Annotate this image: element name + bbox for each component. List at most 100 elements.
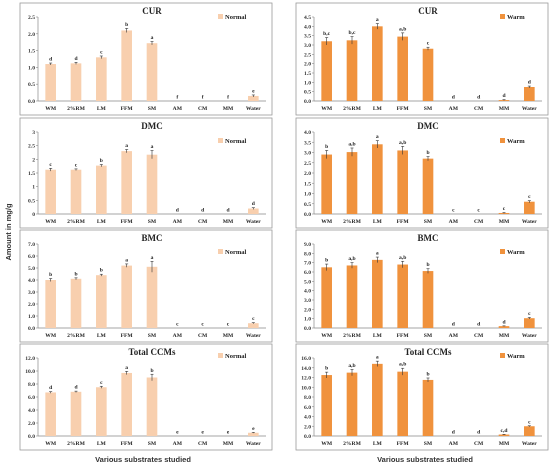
bar-mm: [498, 100, 510, 101]
panel-border: [19, 117, 273, 229]
panel-border: [295, 229, 549, 343]
y-tick-label: 7.0: [304, 261, 311, 267]
significance-letter: b: [100, 268, 103, 274]
significance-letter: b: [100, 158, 103, 164]
bar-wm: [45, 64, 56, 101]
y-tick-label: 0.0: [304, 99, 311, 105]
category-label: CM: [474, 106, 484, 112]
category-label: MM: [499, 219, 510, 225]
legend-swatch: [218, 353, 223, 358]
category-label: LM: [97, 106, 107, 112]
y-tick-label: 5.0: [304, 279, 311, 285]
category-label: 2%RM: [343, 333, 361, 339]
significance-letter: f: [227, 95, 229, 101]
chart-panel-dmc-normal: 0 0.5 1 1.5 2 2.5 3 DMC Normal c WM c 2%RM b LM a FFM a SM…: [19, 117, 273, 229]
significance-letter: b: [325, 144, 328, 150]
significance-letter: a,b: [399, 26, 406, 32]
legend-swatch: [500, 138, 505, 143]
x-axis-label-right: Various substrates studied: [377, 455, 473, 464]
significance-letter: d: [452, 95, 456, 101]
category-label: AM: [449, 333, 459, 339]
significance-letter: c: [528, 194, 531, 200]
category-label: SM: [148, 441, 157, 447]
panel-title: Total CCMs: [405, 347, 452, 357]
significance-letter: a: [125, 257, 128, 263]
category-label: LM: [373, 441, 383, 447]
significance-letter: a: [376, 134, 379, 140]
y-tick-label: 1.5: [304, 181, 311, 187]
category-label: AM: [449, 219, 459, 225]
category-label: MM: [499, 106, 510, 112]
y-tick-label: 0.0: [28, 99, 35, 105]
significance-letter: a,b: [348, 141, 355, 147]
significance-letter: c: [528, 311, 531, 317]
chart-panel-dmc-warm: 0.0 0.5 1.0 1.5 2.0 2.5 3.0 3.5 4.0 DMC Warm b WM a,b…: [295, 117, 549, 229]
y-tick-label: 0.0: [28, 434, 35, 440]
bar-2rm: [346, 372, 358, 436]
y-tick-label: 6.0: [28, 395, 35, 401]
bar-mm: [498, 434, 510, 436]
significance-letter: a: [376, 17, 379, 23]
category-label: FFM: [121, 441, 134, 447]
panel-border: [295, 117, 549, 229]
bar-water: [248, 208, 259, 214]
category-label: Water: [522, 441, 537, 447]
significance-letter: d: [49, 385, 53, 391]
y-tick-label: 6.0: [304, 405, 311, 411]
y-tick-label: 4.0: [304, 24, 311, 30]
y-tick-label: 4.0: [28, 408, 35, 414]
y-tick-label: 4.0: [304, 130, 311, 136]
significance-letter: c: [477, 208, 480, 214]
panel-border: [19, 343, 273, 451]
bar-water: [248, 95, 259, 101]
bar-lm: [96, 57, 107, 101]
category-label: MM: [499, 441, 510, 447]
significance-letter: d: [502, 319, 506, 325]
significance-letter: e: [201, 430, 204, 436]
category-label: Water: [522, 333, 537, 339]
y-tick-label: 8.0: [304, 251, 311, 257]
bar-ffm: [121, 30, 132, 101]
significance-letter: d: [477, 430, 481, 436]
panel-title: DMC: [417, 121, 439, 131]
significance-letter: e: [252, 88, 255, 94]
y-tick-label: 2.0: [304, 62, 311, 68]
significance-letter: f: [176, 95, 178, 101]
y-tick-label: 4.5: [304, 15, 311, 21]
category-label: 2%RM: [67, 333, 85, 339]
bar-2rm: [70, 169, 82, 214]
category-label: AM: [173, 441, 183, 447]
legend-swatch: [500, 353, 505, 358]
category-label: AM: [449, 106, 459, 112]
significance-letter: a,b: [348, 363, 355, 369]
y-axis-label: Amount in mg/g: [4, 203, 13, 260]
bar-mm: [498, 326, 510, 328]
significance-letter: a: [125, 365, 128, 371]
y-tick-label: 3.0: [28, 290, 35, 296]
bar-lm: [372, 363, 383, 436]
y-tick-label: 6.0: [304, 270, 311, 276]
category-label: FFM: [397, 219, 410, 225]
category-label: LM: [373, 333, 383, 339]
legend-label: Warm: [507, 14, 525, 21]
category-label: 2%RM: [343, 441, 361, 447]
category-label: CM: [198, 441, 208, 447]
bar-water: [524, 201, 535, 214]
category-label: WM: [321, 441, 333, 447]
panel-border: [19, 229, 273, 343]
legend-swatch: [218, 14, 223, 19]
y-tick-label: 0.5: [304, 90, 311, 96]
panel-title: DMC: [141, 121, 163, 131]
panel-title: CUR: [142, 6, 162, 16]
category-label: FFM: [397, 441, 410, 447]
significance-letter: a: [151, 144, 154, 150]
bar-lm: [372, 259, 383, 328]
panel-border: [295, 2, 549, 116]
chart-panel-bmc-warm: 0.0 1.0 2.0 3.0 4.0 5.0 6.0 7.0 8.0 9.0 BMC Warm b WM…: [295, 229, 549, 343]
y-tick-label: 0: [32, 212, 35, 218]
category-label: LM: [97, 441, 107, 447]
bar-sm: [422, 48, 434, 101]
category-label: CM: [198, 106, 208, 112]
y-tick-label: 14.0: [301, 366, 311, 372]
